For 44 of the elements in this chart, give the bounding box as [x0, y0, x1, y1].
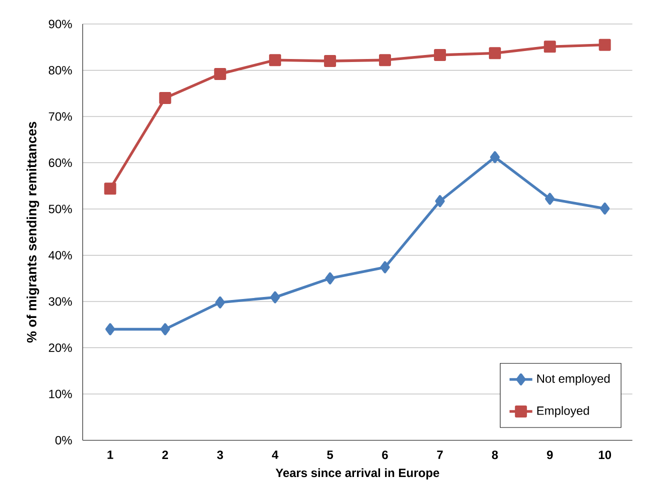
point: [105, 323, 116, 336]
x-tick-label: 2: [162, 450, 168, 460]
point: [159, 92, 172, 104]
point: [378, 54, 391, 66]
point: [325, 272, 335, 285]
x-tick-label: 9: [546, 450, 553, 460]
point: [160, 323, 170, 336]
x-tick-label: 1: [108, 450, 114, 460]
point: [214, 68, 226, 80]
legend-label: Employed: [537, 406, 589, 418]
x-tick-label: 6: [382, 450, 388, 460]
y-tick-label: 60%: [48, 158, 72, 168]
x-tick-label: 10: [598, 450, 612, 460]
x-axis-title: Years since arrival in Europe: [276, 468, 440, 480]
x-tick-label: 4: [272, 450, 278, 460]
point: [600, 202, 610, 215]
x-tick-label: 3: [217, 450, 224, 460]
x-tick-label: 8: [492, 450, 498, 460]
x-tick-label: 7: [437, 450, 443, 460]
y-tick-label: 50%: [48, 204, 72, 214]
point: [270, 292, 280, 304]
y-tick-label: 80%: [48, 66, 72, 75]
y-tick-label: 10%: [49, 390, 72, 398]
y-tick-label: 20%: [48, 344, 72, 352]
point: [434, 49, 446, 62]
y-tick-label: 30%: [48, 297, 72, 306]
point: [488, 47, 501, 60]
point: [104, 182, 116, 195]
y-tick-label: 90%: [48, 20, 72, 28]
y-axis-title: % of migrants sending remittances: [26, 122, 40, 343]
point: [380, 261, 390, 274]
y-tick-label: 70%: [48, 112, 72, 121]
legend-label: Not employed: [537, 374, 610, 386]
y-tick-label: 0%: [55, 436, 72, 445]
point: [544, 40, 556, 53]
point: [545, 193, 555, 206]
x-tick-label: 5: [327, 450, 334, 460]
point: [324, 55, 336, 68]
point: [490, 151, 500, 164]
y-tick-label: 40%: [48, 251, 72, 260]
point: [435, 195, 445, 208]
point: [215, 296, 225, 309]
point: [598, 39, 611, 52]
point: [269, 54, 282, 66]
